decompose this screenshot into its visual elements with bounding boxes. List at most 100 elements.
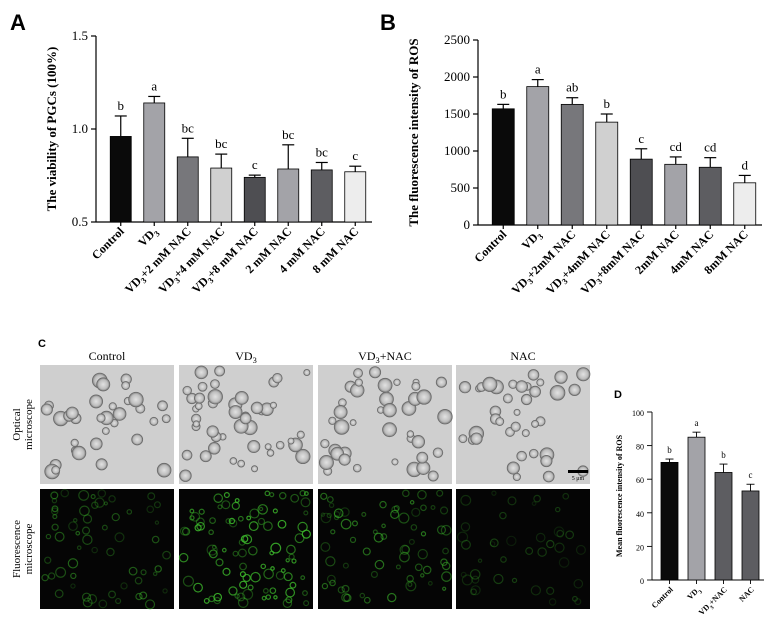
cell: [354, 378, 363, 387]
fluorescent-cell: [209, 517, 216, 524]
fluorescent-cell: [239, 580, 248, 589]
fluorescent-cell: [182, 575, 195, 587]
fluorescent-cell: [406, 574, 414, 583]
cell: [264, 443, 272, 451]
cell: [437, 409, 453, 425]
fluorescent-cell: [54, 531, 65, 542]
fluorescent-cell: [342, 562, 349, 569]
fluorescent-cell: [240, 535, 249, 543]
fluorescent-cell: [280, 568, 286, 574]
y-tick-label: 0: [640, 577, 644, 586]
fluorescent-cell: [222, 567, 231, 576]
fluorescent-cell: [54, 589, 64, 599]
cell: [510, 421, 521, 432]
fluorescent-cell: [103, 501, 109, 506]
panel-a-letter: A: [10, 10, 26, 35]
fluorescent-cell: [341, 592, 351, 603]
fluorescent-cell: [303, 600, 310, 607]
fluorescent-cell: [381, 523, 386, 529]
significance-letter: b: [721, 450, 726, 460]
fluorescent-cell: [286, 544, 296, 555]
fluorescent-cell: [262, 588, 269, 594]
fluorescent-cell: [533, 494, 541, 503]
x-tick-label: VD3​: [135, 224, 162, 251]
panel-d-chart: D 0 20 40 60 80 100 Mean fluorescence intensity…: [614, 389, 764, 617]
cell: [89, 437, 103, 451]
fluorescent-cell: [326, 496, 334, 503]
fluorescent-cell: [525, 547, 534, 555]
fluorescent-cell: [97, 489, 107, 498]
fluorescent-cell: [546, 539, 555, 549]
cell: [521, 429, 530, 438]
fluorescent-cell: [373, 532, 384, 543]
cell: [40, 403, 53, 416]
fluorescent-cell: [154, 520, 160, 525]
cell: [353, 368, 363, 379]
cell: [432, 447, 444, 458]
fluorescent-cell: [82, 597, 93, 608]
scale-bar-label: 5 μm: [572, 476, 585, 482]
cell: [328, 416, 337, 425]
x-tick-label: NAC: [737, 585, 756, 604]
cell: [568, 383, 581, 396]
significance-letter: b: [118, 98, 125, 113]
fluorescent-cell: [181, 527, 191, 536]
fluorescent-cell: [237, 515, 244, 522]
cell: [516, 450, 527, 462]
fluorescent-cell: [162, 550, 171, 560]
optical-micrograph: [318, 365, 453, 484]
fluorescent-cell: [349, 536, 357, 543]
fluorescent-cell: [489, 538, 499, 548]
fluorescent-cell: [272, 508, 278, 514]
cell: [576, 367, 591, 382]
fluorescent-cell: [456, 531, 469, 543]
fluorescent-cell: [537, 547, 547, 557]
fluorescent-cell: [343, 593, 352, 603]
cell: [128, 391, 144, 408]
fluorescent-cell: [223, 492, 230, 499]
cell: [506, 461, 520, 475]
fluorescent-cell: [398, 512, 410, 524]
fluorescent-cell: [82, 534, 93, 545]
significance-letter: b: [667, 445, 672, 455]
optical-micrograph: [40, 365, 174, 484]
cell: [540, 454, 553, 468]
fluorescent-cell: [420, 573, 425, 578]
y-tick-label: 500: [451, 180, 471, 195]
fluorescent-cell: [196, 521, 206, 531]
cell: [416, 389, 432, 405]
fluorescent-cell: [282, 598, 293, 609]
fluorescent-cell: [81, 592, 92, 602]
fluorescent-cell: [108, 590, 116, 599]
fluorescent-cell: [213, 493, 224, 503]
fluorescent-cell: [402, 489, 410, 498]
fluorescent-cell: [248, 545, 258, 556]
fluorescent-cell: [146, 505, 155, 514]
fluorescent-cell: [289, 581, 297, 589]
fluorescent-cell: [399, 551, 410, 563]
fluorescent-cell: [436, 489, 444, 497]
fluorescent-cell: [47, 572, 56, 580]
fluorescent-cell: [548, 598, 557, 606]
bar: [344, 171, 367, 223]
fluorescent-cell: [68, 521, 78, 532]
cell: [275, 440, 285, 450]
significance-letter: a: [151, 78, 157, 93]
cell: [528, 448, 539, 459]
cell: [65, 406, 79, 420]
fluorescent-cell: [530, 585, 542, 596]
fluorescent-cell: [531, 501, 537, 506]
fluorescent-cell: [87, 594, 98, 604]
fluorescent-cell: [70, 583, 76, 589]
fluorescent-cell: [193, 582, 203, 593]
fluorescent-cell: [477, 558, 483, 563]
fluorescent-cell: [98, 599, 108, 609]
fluorescent-cell: [60, 488, 70, 498]
y-tick-label: 0.5: [72, 214, 88, 229]
fluorescent-cell: [203, 597, 210, 604]
fluorescent-cell: [250, 571, 261, 583]
bar: [176, 156, 199, 223]
fluorescent-cell: [374, 559, 385, 570]
bar: [733, 182, 757, 226]
fluorescent-cell: [460, 522, 471, 532]
